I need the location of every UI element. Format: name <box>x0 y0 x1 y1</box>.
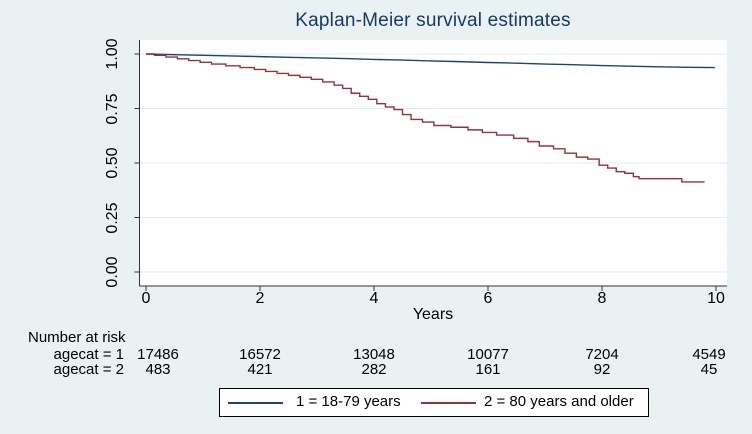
y-tick-label: 0.50 <box>104 147 121 179</box>
risk-value: 45 <box>700 361 718 378</box>
risk-value: 421 <box>247 361 273 378</box>
x-tick-label: 2 <box>255 290 265 307</box>
y-tick-label: 1.00 <box>104 38 121 70</box>
risk-table-heading: Number at risk <box>28 329 126 346</box>
risk-value: 7204 <box>585 346 619 363</box>
legend-label: 1 = 18-79 years <box>296 393 401 410</box>
risk-value: 282 <box>361 361 387 378</box>
x-axis-title: Years <box>412 306 454 323</box>
x-tick-label: 10 <box>707 290 725 307</box>
risk-value: 10077 <box>467 346 509 363</box>
risk-row-label: agecat = 2 <box>53 361 124 378</box>
risk-value: 4549 <box>692 346 726 363</box>
axis-lines <box>139 40 727 287</box>
legend-label: 2 = 80 years and older <box>484 393 634 410</box>
legend-line-sample <box>421 402 476 404</box>
risk-value: 13048 <box>353 346 395 363</box>
y-tick-label: 0.25 <box>104 201 121 234</box>
survival-curve-2 <box>146 53 705 183</box>
x-tick-label: 8 <box>597 290 607 307</box>
legend: 1 = 18-79 years 2 = 80 years and older <box>219 388 649 417</box>
x-tick-label: 0 <box>141 290 151 307</box>
y-tick-label: 0.75 <box>104 92 121 125</box>
legend-line-sample <box>228 402 283 404</box>
risk-value: 483 <box>145 361 171 378</box>
chart-title: Kaplan-Meier survival estimates <box>295 10 571 31</box>
survival-curve-1 <box>145 53 715 69</box>
y-tick-label: 0.00 <box>104 256 121 288</box>
risk-row-label: agecat = 1 <box>53 346 124 363</box>
risk-value: 92 <box>593 361 611 378</box>
x-tick-label: 6 <box>483 290 493 307</box>
risk-value: 161 <box>475 361 501 378</box>
risk-value: 16572 <box>239 346 281 363</box>
risk-value: 17486 <box>137 346 179 363</box>
x-tick-label: 4 <box>369 290 379 307</box>
